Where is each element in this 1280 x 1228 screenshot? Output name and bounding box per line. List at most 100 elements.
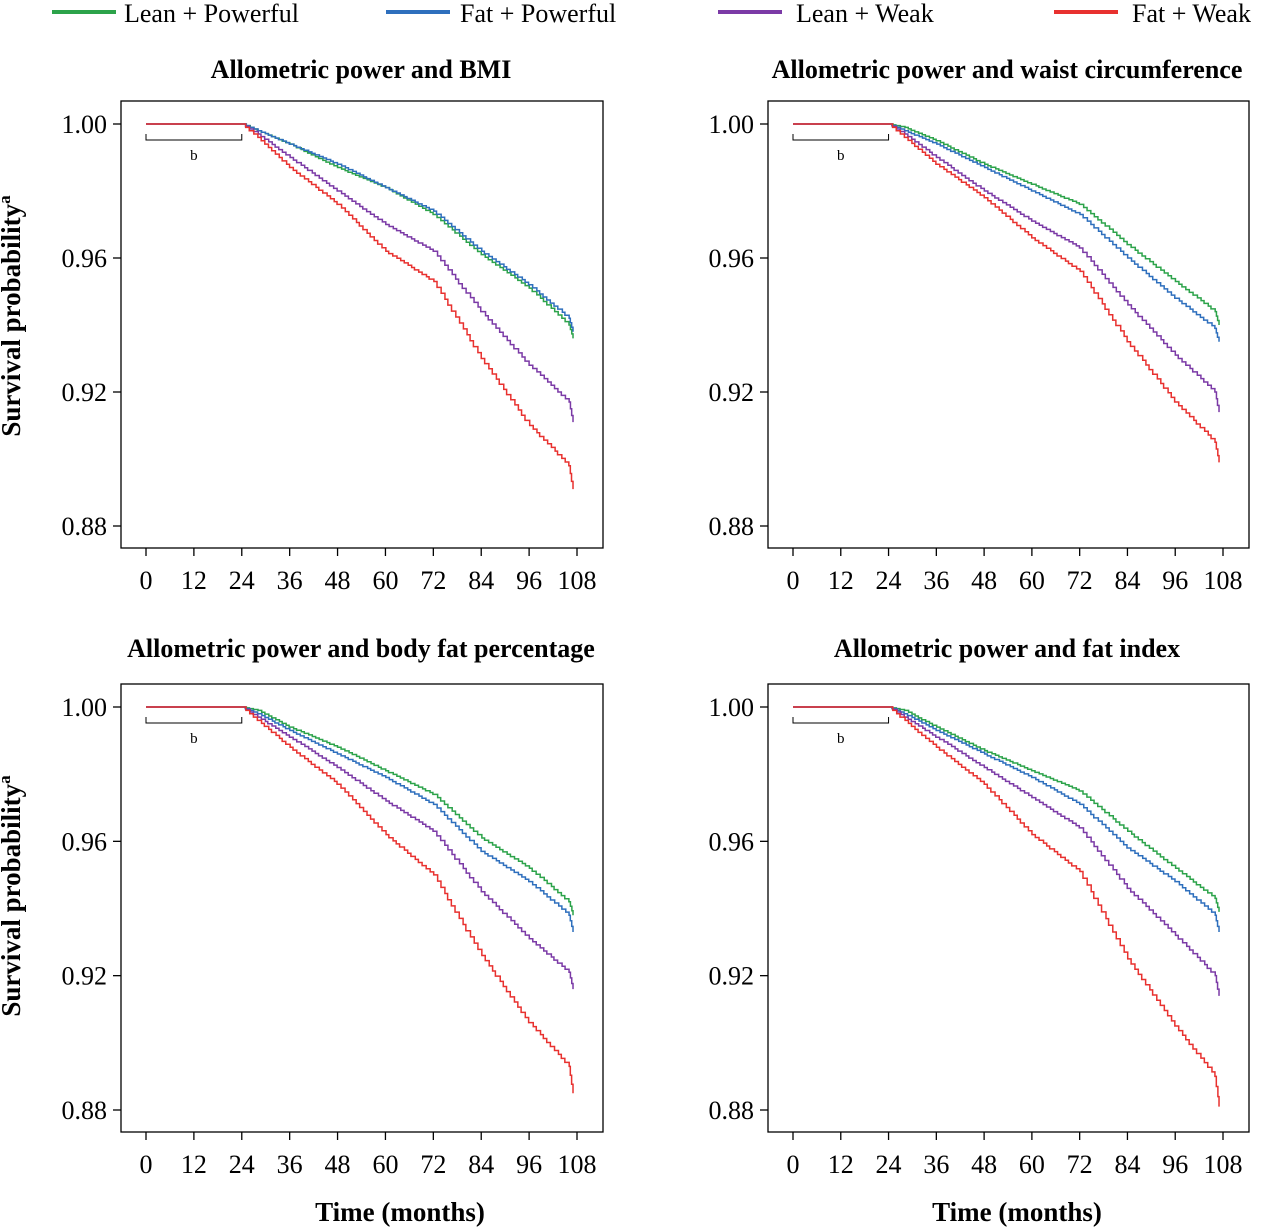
plot-frame: [120, 100, 604, 549]
x-tick-label: 60: [372, 566, 398, 595]
x-tick-label: 24: [876, 1150, 902, 1179]
x-tick-label: 96: [1162, 566, 1188, 595]
series-line-fat-weak: [793, 706, 1220, 1107]
y-tick-label: 0.96: [62, 244, 108, 273]
plot-frame: [767, 100, 1250, 549]
panel-title-fat-index: Allometric power and fat index: [834, 634, 1180, 663]
series-line-lean-powerful: [146, 123, 574, 339]
y-tick-label: 0.88: [709, 1096, 755, 1125]
y-tick-label: 1.00: [709, 693, 755, 722]
x-tick-label: 72: [1067, 1150, 1093, 1179]
x-tick-label: 48: [971, 1150, 997, 1179]
legend-label-fat-powerful: Fat + Powerful: [460, 0, 616, 28]
y-axis-superscript: a: [0, 775, 14, 784]
x-tick-label: 72: [420, 566, 446, 595]
x-tick-label: 0: [140, 1150, 153, 1179]
legend-entry: Lean + Powerful: [52, 0, 299, 28]
legend-label-lean-weak: Lean + Weak: [796, 0, 934, 28]
series-line-fat-powerful: [793, 123, 1220, 342]
x-tick-label: 108: [558, 1150, 597, 1179]
legend-entry: Lean + Weak: [718, 0, 934, 28]
panel-title-body-fat: Allometric power and body fat percentage: [127, 634, 595, 663]
series-line-fat-powerful: [146, 123, 574, 332]
x-tick-label: 96: [516, 566, 542, 595]
y-tick-label: 0.88: [62, 1096, 108, 1125]
x-axis-title-right: Time (months): [932, 1197, 1102, 1227]
plot-frame: [120, 683, 604, 1133]
x-tick-label: 48: [325, 1150, 351, 1179]
y-axis-title-bottom: Survival probabilitya: [0, 775, 26, 1017]
series-line-lean-weak: [146, 123, 574, 423]
x-tick-label: 36: [277, 1150, 303, 1179]
x-tick-label: 24: [876, 566, 902, 595]
x-tick-label: 96: [1162, 1150, 1188, 1179]
x-tick-label: 84: [468, 566, 494, 595]
x-tick-label: 36: [923, 566, 949, 595]
series-line-fat-weak: [146, 706, 574, 1094]
gap-bracket: [145, 717, 243, 724]
x-tick-label: 0: [787, 566, 800, 595]
x-tick-label: 108: [1204, 1150, 1243, 1179]
x-tick-label: 24: [229, 566, 255, 595]
y-tick-label: 0.92: [709, 962, 755, 991]
series-line-fat-powerful: [793, 706, 1220, 933]
y-tick-label: 0.88: [62, 512, 108, 541]
series-line-lean-powerful: [146, 706, 574, 916]
x-axis-title-left: Time (months): [315, 1197, 485, 1227]
x-tick-label: 0: [787, 1150, 800, 1179]
y-tick-label: 1.00: [62, 110, 108, 139]
x-tick-label: 0: [140, 566, 153, 595]
x-tick-label: 12: [828, 566, 854, 595]
x-tick-label: 12: [181, 566, 207, 595]
x-tick-label: 24: [229, 1150, 255, 1179]
x-tick-label: 36: [277, 566, 303, 595]
y-tick-label: 0.96: [62, 827, 108, 856]
panel-bmi: 0 12 24 36 48 60 72 84 96 108 1.00 0.96 0.92 0.88 b: [62, 100, 604, 595]
series-line-lean-weak: [146, 706, 574, 990]
x-tick-label: 60: [1019, 1150, 1045, 1179]
y-axis-title-top: Survival probabilitya: [0, 195, 26, 437]
series-line-fat-powerful: [146, 706, 574, 933]
legend: Lean + Powerful Fat + Powerful Lean + We…: [52, 0, 1251, 28]
legend-label-fat-weak: Fat + Weak: [1132, 0, 1251, 28]
gap-label: b: [837, 731, 845, 747]
x-tick-label: 108: [558, 566, 597, 595]
x-tick-label: 72: [420, 1150, 446, 1179]
y-tick-label: 0.96: [709, 244, 755, 273]
x-tick-label: 48: [325, 566, 351, 595]
y-tick-label: 1.00: [709, 110, 755, 139]
y-tick-label: 1.00: [62, 693, 108, 722]
gap-bracket: [792, 134, 890, 141]
panel-title-waist: Allometric power and waist circumference: [772, 55, 1243, 84]
y-tick-label: 0.88: [709, 512, 755, 541]
x-tick-label: 84: [1114, 1150, 1140, 1179]
y-tick-label: 0.92: [709, 378, 755, 407]
x-tick-label: 108: [1204, 566, 1243, 595]
panel-body-fat-percentage: 0 12 24 36 48 60 72 84 96 108 1.00 0.96 0.92 0.88 b: [62, 683, 604, 1179]
gap-bracket: [792, 717, 890, 724]
panel-fat-index: 0 12 24 36 48 60 72 84 96 108 1.00 0.96 0.92 0.88 b: [709, 683, 1250, 1179]
legend-label-lean-powerful: Lean + Powerful: [124, 0, 299, 28]
series-line-lean-weak: [793, 123, 1220, 413]
y-tick-label: 0.96: [709, 827, 755, 856]
series-line-lean-powerful: [793, 706, 1220, 912]
plot-frame: [767, 683, 1250, 1133]
x-tick-label: 60: [372, 1150, 398, 1179]
x-tick-label: 84: [468, 1150, 494, 1179]
gap-label: b: [190, 148, 198, 164]
x-tick-label: 12: [181, 1150, 207, 1179]
x-tick-label: 48: [971, 566, 997, 595]
y-axis-superscript: a: [0, 195, 14, 204]
panel-title-bmi: Allometric power and BMI: [211, 55, 512, 84]
panel-waist-circumference: 0 12 24 36 48 60 72 84 96 108 1.00 0.96 0.92 0.88 b: [709, 100, 1250, 595]
y-tick-label: 0.92: [62, 378, 108, 407]
x-tick-label: 60: [1019, 566, 1045, 595]
series-line-lean-weak: [793, 706, 1220, 996]
x-tick-label: 72: [1067, 566, 1093, 595]
x-tick-label: 96: [516, 1150, 542, 1179]
legend-entry: Fat + Powerful: [386, 0, 616, 28]
x-tick-label: 84: [1114, 566, 1140, 595]
x-tick-label: 36: [923, 1150, 949, 1179]
series-line-fat-weak: [146, 123, 574, 490]
